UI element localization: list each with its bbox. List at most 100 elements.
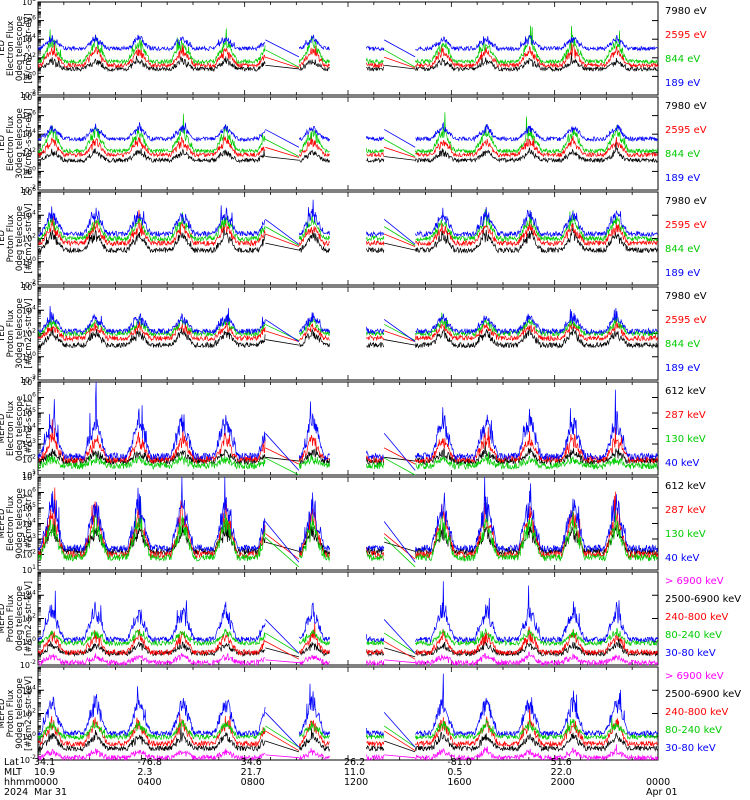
- panel-6: 101 102 103 104 105 106 107 MEPEDElectron Flux9…: [0, 471, 706, 575]
- y-axis-label: MEPEDProton Flux0deg telescope[#/cm2-s-s…: [0, 581, 34, 656]
- gap-connector: [265, 712, 300, 748]
- gap-connector: [384, 64, 416, 70]
- gap-connector: [384, 456, 416, 462]
- y-tick-label: 106: [22, 15, 36, 26]
- series-line: [37, 112, 659, 155]
- legend-entry: 287 keV: [665, 505, 706, 516]
- gap-connector: [265, 647, 300, 658]
- legend-entry: 30-80 keV: [665, 648, 716, 659]
- y-tick-label: 106: [22, 110, 36, 121]
- legend-entry: 240-800 keV: [665, 707, 729, 718]
- y-tick-label: 104: [22, 684, 36, 695]
- gap-connector: [265, 242, 299, 251]
- legend-entry: 40 keV: [665, 458, 699, 469]
- gap-connector: [384, 146, 416, 158]
- y-tick-label: 106: [22, 281, 36, 292]
- y-tick-label: 102: [22, 233, 36, 244]
- series-line: [37, 312, 659, 338]
- legend-entry: > 6900 keV: [665, 576, 724, 587]
- mlt-tick-label: 11.0: [344, 767, 365, 778]
- legend-entry: 612 keV: [665, 481, 706, 492]
- panel-5: 101 102 103 104 105 106 107 MEPEDElectron Flux0…: [0, 376, 706, 480]
- legend-entry: 844 eV: [665, 54, 700, 65]
- y-tick-label: 107: [22, 471, 36, 482]
- y-tick-label: 100: [22, 731, 36, 742]
- series-line: [37, 419, 659, 465]
- legend-entry: 2595 eV: [665, 125, 707, 136]
- gap-connector: [383, 725, 416, 748]
- gap-connector: [383, 433, 416, 471]
- series-line: [38, 326, 659, 349]
- y-tick-label: 100: [22, 256, 36, 267]
- series-line: [37, 223, 658, 254]
- gap-connector: [265, 49, 300, 68]
- gap-connector: [384, 659, 416, 664]
- gap-connector: [265, 39, 300, 58]
- y-tick-label: 10-2: [20, 184, 36, 195]
- series-line: [37, 382, 659, 461]
- gap-connector: [265, 537, 300, 568]
- gap-connector: [383, 640, 416, 660]
- lat-tick-label: -81.0: [447, 757, 472, 768]
- gap-connector: [383, 138, 416, 157]
- y-tick-label: 104: [22, 209, 36, 220]
- legend-entry: 189 eV: [665, 173, 700, 184]
- series-line: [37, 34, 658, 52]
- gap-connector: [265, 659, 299, 664]
- y-axis-label: TEDElectron Flux30deg telescope[#/cm2-s-…: [0, 108, 34, 179]
- legend-entry: 40 keV: [665, 553, 699, 564]
- legend-entry: 80-240 keV: [665, 630, 722, 641]
- gap-connector: [384, 242, 416, 251]
- y-tick-label: 104: [22, 304, 36, 315]
- legend-entry: 287 keV: [665, 410, 706, 421]
- series-line: [37, 305, 658, 336]
- y-tick-label: 104: [22, 128, 36, 139]
- panel-2: 10-2 100 102 104 106 108 TEDElectron Flux30deg…: [0, 91, 707, 195]
- gap-connector: [383, 129, 416, 148]
- gap-connector: [265, 156, 299, 161]
- series-line: [37, 518, 658, 556]
- gap-connector: [265, 138, 300, 157]
- legend-entry: 189 eV: [665, 363, 700, 374]
- y-tick-label: 104: [22, 33, 36, 44]
- y-axis-label: TEDProton Flux0deg telescope[#/cm2-s-str…: [0, 203, 34, 273]
- plot-frame: [37, 1, 659, 96]
- gap-connector: [384, 647, 416, 658]
- gap-connector: [265, 619, 300, 654]
- legend-entry: 7980 eV: [665, 196, 707, 207]
- y-tick-label: 10-2: [20, 279, 36, 290]
- gap-connector: [384, 156, 416, 161]
- series-line: [37, 320, 659, 342]
- gap-connector: [265, 740, 300, 753]
- legend-entry: 2595 eV: [665, 30, 707, 41]
- axis-row-label: Lat: [4, 757, 19, 768]
- series-line: [37, 121, 658, 143]
- panel-3: 10-2 100 102 104 106 TEDProton Flux0deg teles…: [0, 186, 707, 290]
- legend-entry: 612 keV: [665, 386, 706, 397]
- series-line: [37, 673, 659, 737]
- y-tick-label: 104: [22, 589, 36, 600]
- gap-connector: [383, 712, 416, 748]
- mlt-tick-label: 2.3: [137, 767, 152, 778]
- gap-connector: [265, 433, 300, 471]
- series-line: [37, 40, 659, 69]
- y-axis-label: TEDElectron Flux0deg telescope[#/cm2-s-s…: [0, 13, 34, 83]
- legend-entry: 130 keV: [665, 434, 706, 445]
- y-tick-label: 106: [22, 487, 36, 498]
- gap-connector: [265, 725, 300, 748]
- y-tick-label: 106: [22, 392, 36, 403]
- y-axis-label: MEPEDProton Flux90deg telescope[#/cm2-s-…: [0, 676, 34, 751]
- series-line: [37, 52, 658, 73]
- series-line: [37, 135, 659, 158]
- legend-entry: 7980 eV: [665, 101, 707, 112]
- gap-connector: [265, 319, 300, 342]
- gap-connector: [265, 521, 300, 563]
- y-tick-label: 100: [22, 70, 36, 81]
- y-tick-label: 101: [22, 469, 36, 480]
- series-line: [38, 141, 658, 164]
- y-tick-label: 106: [22, 186, 36, 197]
- legend-entry: 844 eV: [665, 244, 700, 255]
- legend-entry: 2595 eV: [665, 220, 707, 231]
